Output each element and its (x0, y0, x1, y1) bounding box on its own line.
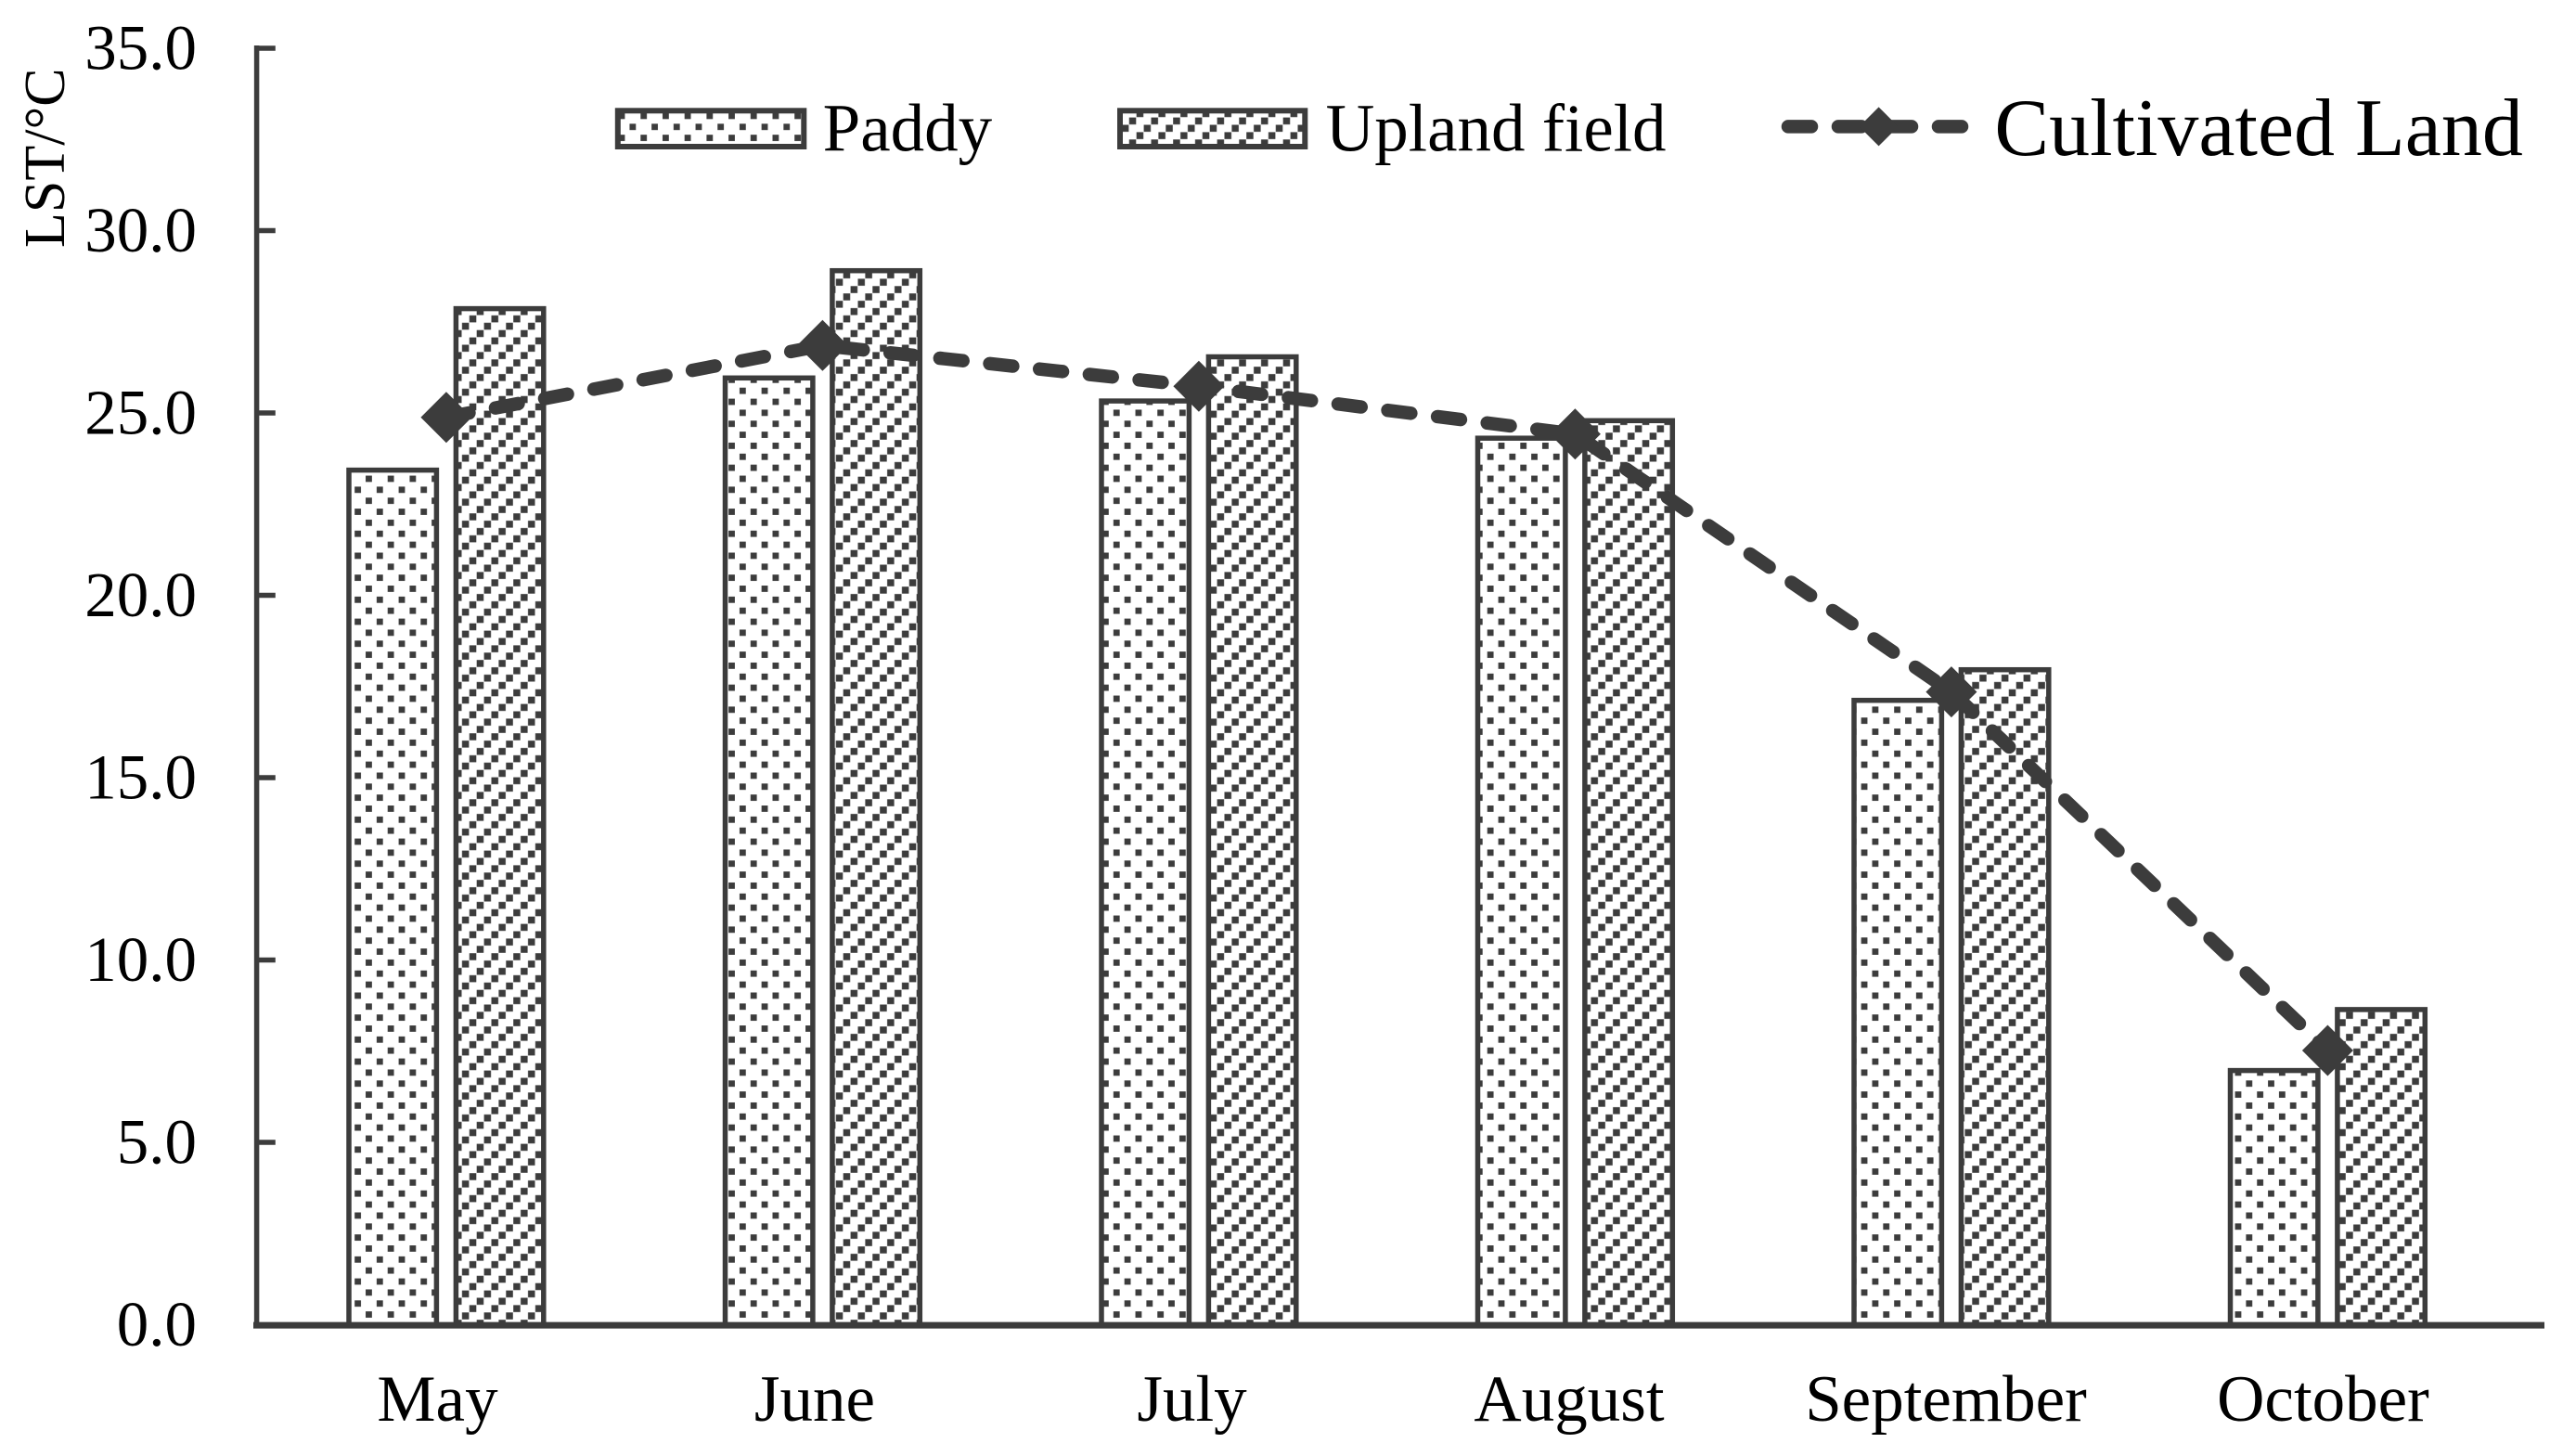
svg-text:Paddy: Paddy (823, 91, 993, 166)
svg-text:20.0: 20.0 (84, 560, 197, 630)
svg-text:35.0: 35.0 (84, 13, 197, 84)
svg-text:Upland field: Upland field (1326, 91, 1667, 166)
svg-text:15.0: 15.0 (84, 742, 197, 813)
svg-text:30.0: 30.0 (84, 195, 197, 265)
svg-text:25.0: 25.0 (84, 378, 197, 448)
svg-text:5.0: 5.0 (117, 1107, 197, 1178)
svg-text:August: August (1474, 1363, 1664, 1436)
svg-text:10.0: 10.0 (84, 924, 197, 995)
svg-text:June: June (754, 1363, 875, 1436)
svg-text:September: September (1805, 1363, 2087, 1436)
svg-text:0.0: 0.0 (117, 1289, 197, 1359)
svg-text:October: October (2217, 1363, 2429, 1436)
svg-text:May: May (377, 1363, 498, 1436)
svg-text:LST/°C: LST/°C (14, 68, 77, 248)
svg-text:Cultivated Land: Cultivated Land (1994, 84, 2522, 174)
svg-text:July: July (1137, 1363, 1247, 1436)
